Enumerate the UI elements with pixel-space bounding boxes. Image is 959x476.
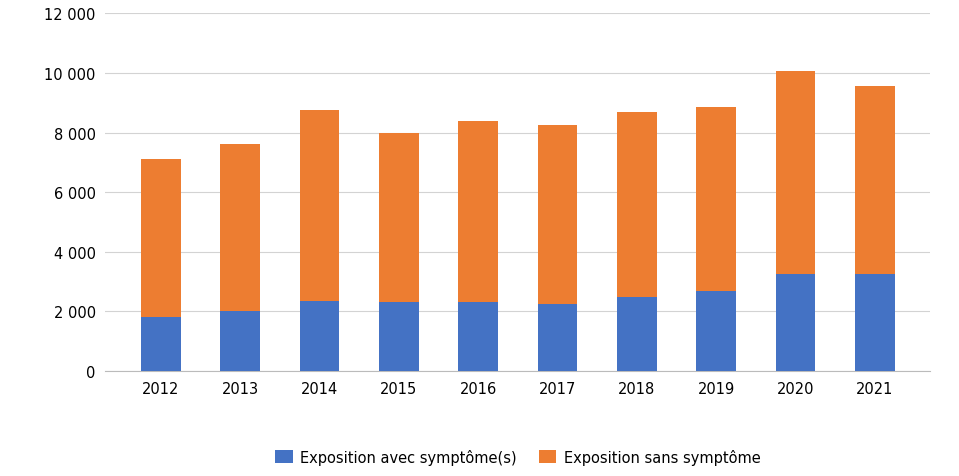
Bar — [696, 291, 736, 371]
Bar — [141, 160, 181, 318]
Bar — [696, 108, 736, 291]
Bar — [458, 303, 498, 371]
Bar — [141, 318, 181, 371]
Bar — [538, 126, 577, 304]
Bar — [617, 112, 657, 297]
Legend: Exposition avec symptôme(s), Exposition sans symptôme: Exposition avec symptôme(s), Exposition … — [269, 443, 766, 470]
Bar — [538, 304, 577, 371]
Bar — [300, 111, 339, 301]
Bar — [379, 303, 419, 371]
Bar — [854, 275, 895, 371]
Bar — [776, 72, 815, 275]
Bar — [854, 87, 895, 275]
Bar — [776, 275, 815, 371]
Bar — [221, 145, 260, 312]
Bar — [300, 301, 339, 371]
Bar — [458, 121, 498, 303]
Bar — [221, 312, 260, 371]
Bar — [617, 297, 657, 371]
Bar — [379, 133, 419, 303]
